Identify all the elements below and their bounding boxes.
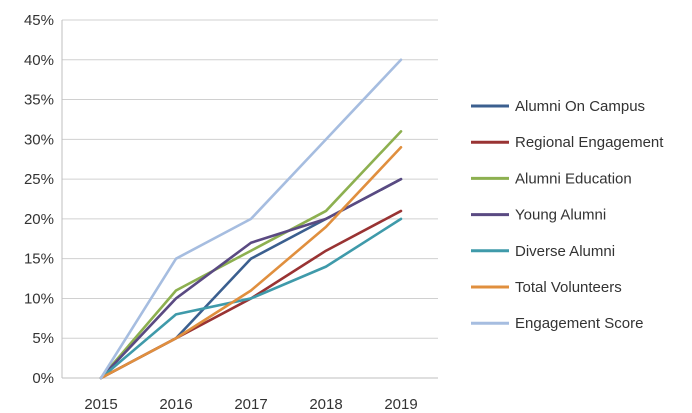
y-tick-label: 0% bbox=[32, 370, 54, 387]
series-line-alumni-education bbox=[99, 130, 403, 380]
y-tick-label: 35% bbox=[24, 92, 54, 109]
y-tick-label: 5% bbox=[32, 330, 54, 347]
y-tick-label: 25% bbox=[24, 171, 54, 188]
legend-label: Engagement Score bbox=[515, 315, 643, 332]
y-tick-label: 45% bbox=[24, 12, 54, 29]
series-line-alumni-on-campus bbox=[99, 177, 403, 380]
series-line-engagement-score bbox=[99, 58, 403, 380]
series-line-diverse-alumni bbox=[99, 217, 403, 380]
x-tick-label: 2018 bbox=[309, 396, 342, 413]
y-tick-label: 30% bbox=[24, 131, 54, 148]
legend-label: Regional Engagement bbox=[515, 134, 664, 151]
legend-label: Diverse Alumni bbox=[515, 243, 615, 260]
legend: Alumni On Campus Regional Engagement Alumn… bbox=[471, 98, 664, 332]
y-tick-label: 15% bbox=[24, 251, 54, 268]
legend-label: Young Alumni bbox=[515, 207, 606, 224]
y-tick-label: 40% bbox=[24, 52, 54, 69]
series-layer bbox=[99, 58, 403, 380]
y-tick-label: 10% bbox=[24, 290, 54, 307]
y-tick-label: 20% bbox=[24, 211, 54, 228]
x-tick-label: 2016 bbox=[159, 396, 192, 413]
legend-label: Alumni On Campus bbox=[515, 98, 645, 115]
grid-layer bbox=[62, 19, 438, 379]
x-tick-label: 2017 bbox=[234, 396, 267, 413]
series-line-young-alumni bbox=[99, 177, 403, 380]
legend-label: Total Volunteers bbox=[515, 279, 622, 296]
legend-label: Alumni Education bbox=[515, 170, 632, 187]
x-tick-label: 2019 bbox=[384, 396, 417, 413]
series-line-total-volunteers bbox=[99, 145, 403, 380]
x-tick-label: 2015 bbox=[84, 396, 117, 413]
axis-layer: 0% 5% 10% 15% 20% 25% 30% 35% 40% 45% 2015 2016 2017… bbox=[24, 12, 438, 413]
